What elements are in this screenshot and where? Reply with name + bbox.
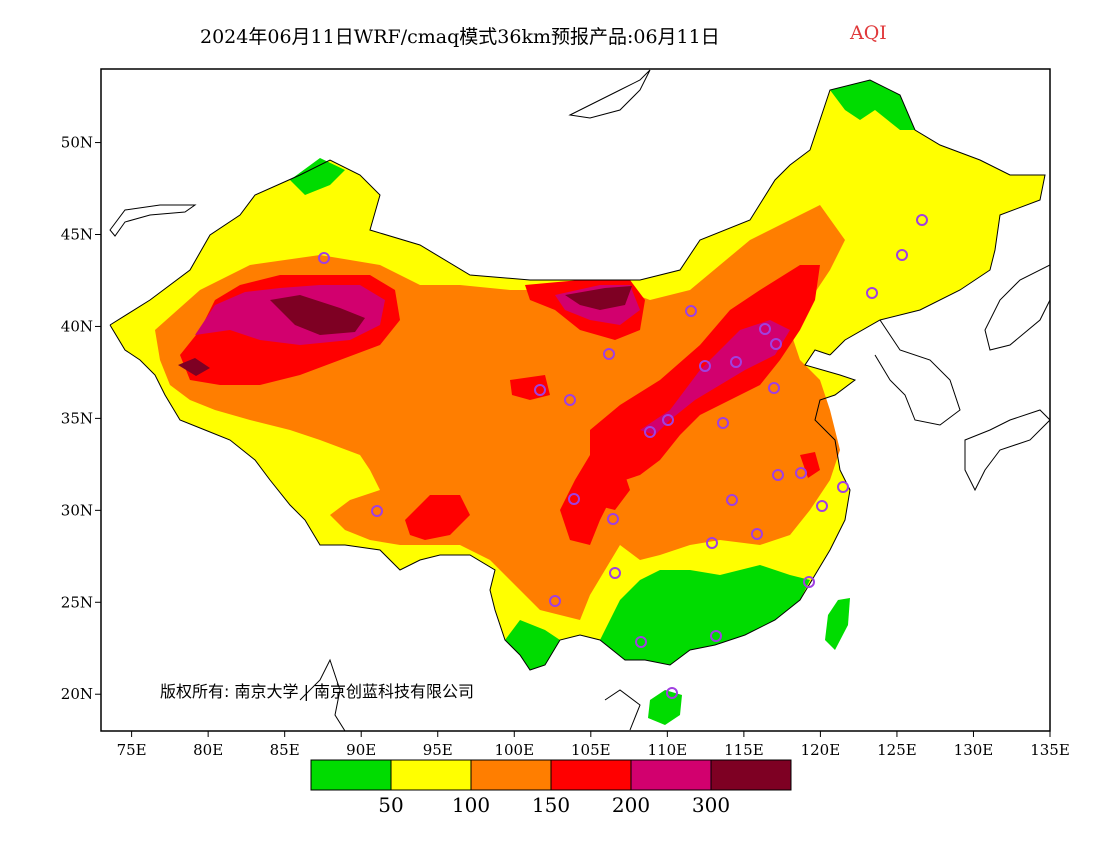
lon-tick-label: 80E	[193, 741, 223, 759]
lon-tick-label: 85E	[270, 741, 300, 759]
lat-tick-label: 50N	[61, 134, 93, 152]
lat-tick-label: 30N	[61, 501, 93, 519]
city-marker	[699, 360, 711, 372]
city-marker	[603, 348, 615, 360]
city-marker	[549, 595, 561, 607]
city-marker	[768, 382, 780, 394]
tibet-red	[405, 495, 470, 540]
japan-kyushu	[964, 409, 1050, 492]
city-marker	[803, 576, 815, 588]
aqi-legend: 50 100 150 200 300	[310, 759, 792, 817]
city-marker	[607, 513, 619, 525]
latitude-axis: 50N 45N 40N 35N 30N 25N 20N	[61, 134, 101, 703]
longitude-axis: 75E 80E 85E 90E 95E 100E 105E 110E 115E 120E 125E 1…	[117, 731, 1070, 759]
alxa-darkred	[565, 286, 632, 310]
legend-swatch	[550, 759, 632, 791]
lon-tick-label: 95E	[423, 741, 453, 759]
south-china-green	[600, 565, 810, 665]
legend-label: 150	[532, 793, 570, 817]
legend-label: 300	[692, 793, 730, 817]
city-marker	[318, 252, 330, 264]
map-content	[110, 80, 1045, 725]
legend-swatch	[630, 759, 712, 791]
lon-tick-label: 135E	[1030, 741, 1070, 759]
city-marker	[772, 469, 784, 481]
lon-tick-label: 130E	[954, 741, 994, 759]
east-red-patch	[800, 452, 820, 478]
legend-label: 100	[452, 793, 490, 817]
lon-tick-label: 90E	[346, 741, 376, 759]
city-marker	[644, 426, 656, 438]
city-marker	[568, 493, 580, 505]
north-china-purple	[640, 320, 790, 435]
legend-swatch	[710, 759, 792, 791]
city-marker	[896, 249, 908, 261]
lon-tick-label: 105E	[571, 741, 611, 759]
legend-swatch	[310, 759, 392, 791]
city-marker	[770, 338, 782, 350]
russia-coast-north	[568, 69, 651, 119]
city-marker	[795, 467, 807, 479]
legend-swatch	[470, 759, 552, 791]
title-bar: 2024年06月11日WRF/cmaq模式36km预报产品:06月11日 AQI	[0, 22, 1100, 52]
lat-tick-label: 45N	[61, 226, 93, 244]
yunnan-green	[505, 620, 560, 670]
city-marker	[751, 528, 763, 540]
city-marker	[564, 394, 576, 406]
legend-label: 200	[612, 793, 650, 817]
lat-tick-label: 40N	[61, 317, 93, 335]
city-marker	[866, 287, 878, 299]
city-marker	[635, 636, 647, 648]
legend-swatch	[390, 759, 472, 791]
bay-of-bengal-coast	[299, 658, 346, 731]
indochina-coast	[604, 689, 641, 731]
korea-coast	[874, 319, 961, 426]
city-marker	[726, 494, 738, 506]
city-marker	[816, 500, 828, 512]
japan-coast	[984, 264, 1050, 351]
borders	[109, 69, 1050, 731]
tarim-darkred-west	[178, 358, 210, 376]
city-marker	[717, 417, 729, 429]
city-marker	[916, 214, 928, 226]
city-marker	[666, 687, 678, 699]
sichuan-red	[590, 460, 630, 510]
northwest-green	[290, 158, 345, 195]
city-marker	[685, 305, 697, 317]
lon-tick-label: 75E	[117, 741, 147, 759]
plot-frame	[100, 68, 1051, 732]
lon-tick-label: 125E	[877, 741, 917, 759]
city-marker	[710, 630, 722, 642]
legend-label: 50	[378, 793, 403, 817]
city-markers	[318, 214, 928, 699]
city-marker	[730, 356, 742, 368]
city-marker	[371, 505, 383, 517]
map-title: 2024年06月11日WRF/cmaq模式36km预报产品:06月11日	[200, 26, 720, 48]
city-marker	[534, 384, 546, 396]
lat-tick-label: 35N	[61, 409, 93, 427]
copyright-text: 版权所有: 南京大学 | 南京创蓝科技有限公司	[160, 682, 474, 701]
qinghai-red	[510, 375, 550, 400]
city-marker	[759, 323, 771, 335]
lat-tick-label: 20N	[61, 685, 93, 703]
city-marker	[609, 567, 621, 579]
china-south-border-line	[109, 324, 857, 671]
lat-tick-label: 25N	[61, 593, 93, 611]
city-marker	[662, 414, 674, 426]
lon-tick-label: 110E	[648, 741, 688, 759]
lon-tick-label: 100E	[494, 741, 534, 759]
variable-label: AQI	[850, 22, 887, 44]
taiwan-island	[825, 598, 850, 650]
tarim-darkred	[270, 295, 365, 335]
northeast-green	[830, 80, 915, 130]
china-border-line	[109, 79, 1046, 356]
city-marker	[837, 481, 849, 493]
lon-tick-label: 120E	[801, 741, 841, 759]
kazakhstan-lake	[109, 204, 197, 237]
lon-tick-label: 115E	[724, 741, 764, 759]
city-marker	[706, 537, 718, 549]
